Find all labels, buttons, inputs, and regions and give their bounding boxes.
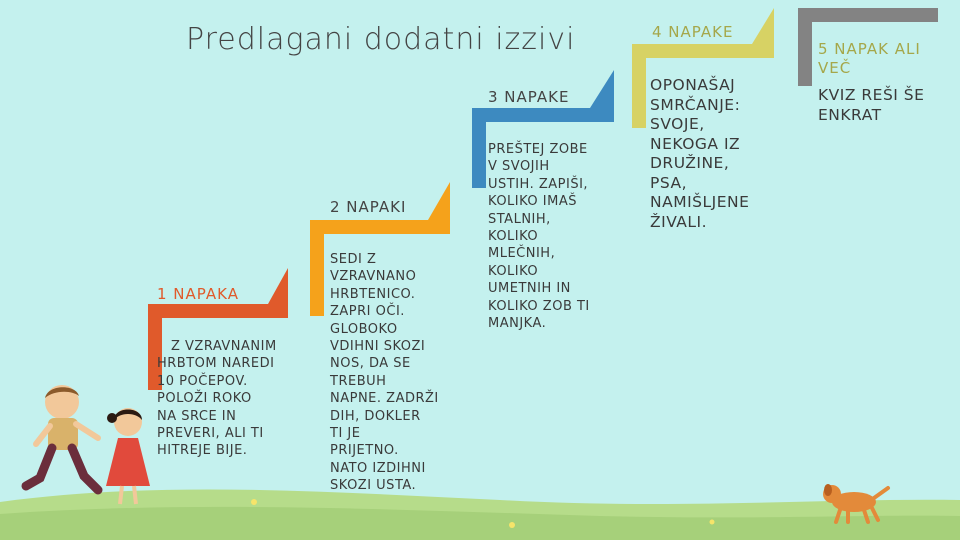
grass-illustration xyxy=(0,489,960,540)
step-1-heading: 1 NAPAKA xyxy=(157,285,239,303)
step-5-post xyxy=(798,8,812,86)
step-3-corner xyxy=(590,70,614,108)
step-3-bar xyxy=(472,108,614,122)
step-2-heading: 2 NAPAKI xyxy=(330,198,407,216)
step-2-corner xyxy=(428,182,450,220)
step-1-post xyxy=(148,304,162,390)
dog-illustration xyxy=(823,484,890,524)
step-1-bar xyxy=(148,304,288,318)
step-2-text: SEDI Z VZRAVNANO HRBTENICO. ZAPRI OČI. G… xyxy=(330,252,439,494)
step-1-corner xyxy=(268,268,288,304)
step-4-bar xyxy=(632,44,774,58)
girl-illustration xyxy=(106,408,150,505)
step-2-post xyxy=(310,220,324,316)
step-4-corner xyxy=(752,8,774,44)
boy-illustration xyxy=(21,385,103,495)
step-2-bar xyxy=(310,220,450,234)
step-1-text: Z VZRAVNANIM HRBTOM NAREDI 10 POČEPOV. P… xyxy=(157,339,277,459)
step-3-heading: 3 NAPAKE xyxy=(488,88,570,106)
step-3-post xyxy=(472,108,486,188)
step-5-heading: 5 NAPAK ALI VEČ xyxy=(818,40,921,77)
step-5-text: KVIZ REŠI ŠE ENKRAT xyxy=(818,86,925,124)
step-3-text: PREŠTEJ ZOBE V SVOJIH USTIH. ZAPIŠI, KOL… xyxy=(488,142,590,332)
step-4-heading: 4 NAPAKE xyxy=(652,23,734,41)
step-4-text: OPONAŠAJ SMRČANJE: SVOJE, NEKOGA IZ DRUŽ… xyxy=(650,76,750,231)
step-4-post xyxy=(632,44,646,128)
step-5-bar xyxy=(798,8,938,22)
slide-title: Predlagani dodatni izzivi xyxy=(186,22,576,57)
